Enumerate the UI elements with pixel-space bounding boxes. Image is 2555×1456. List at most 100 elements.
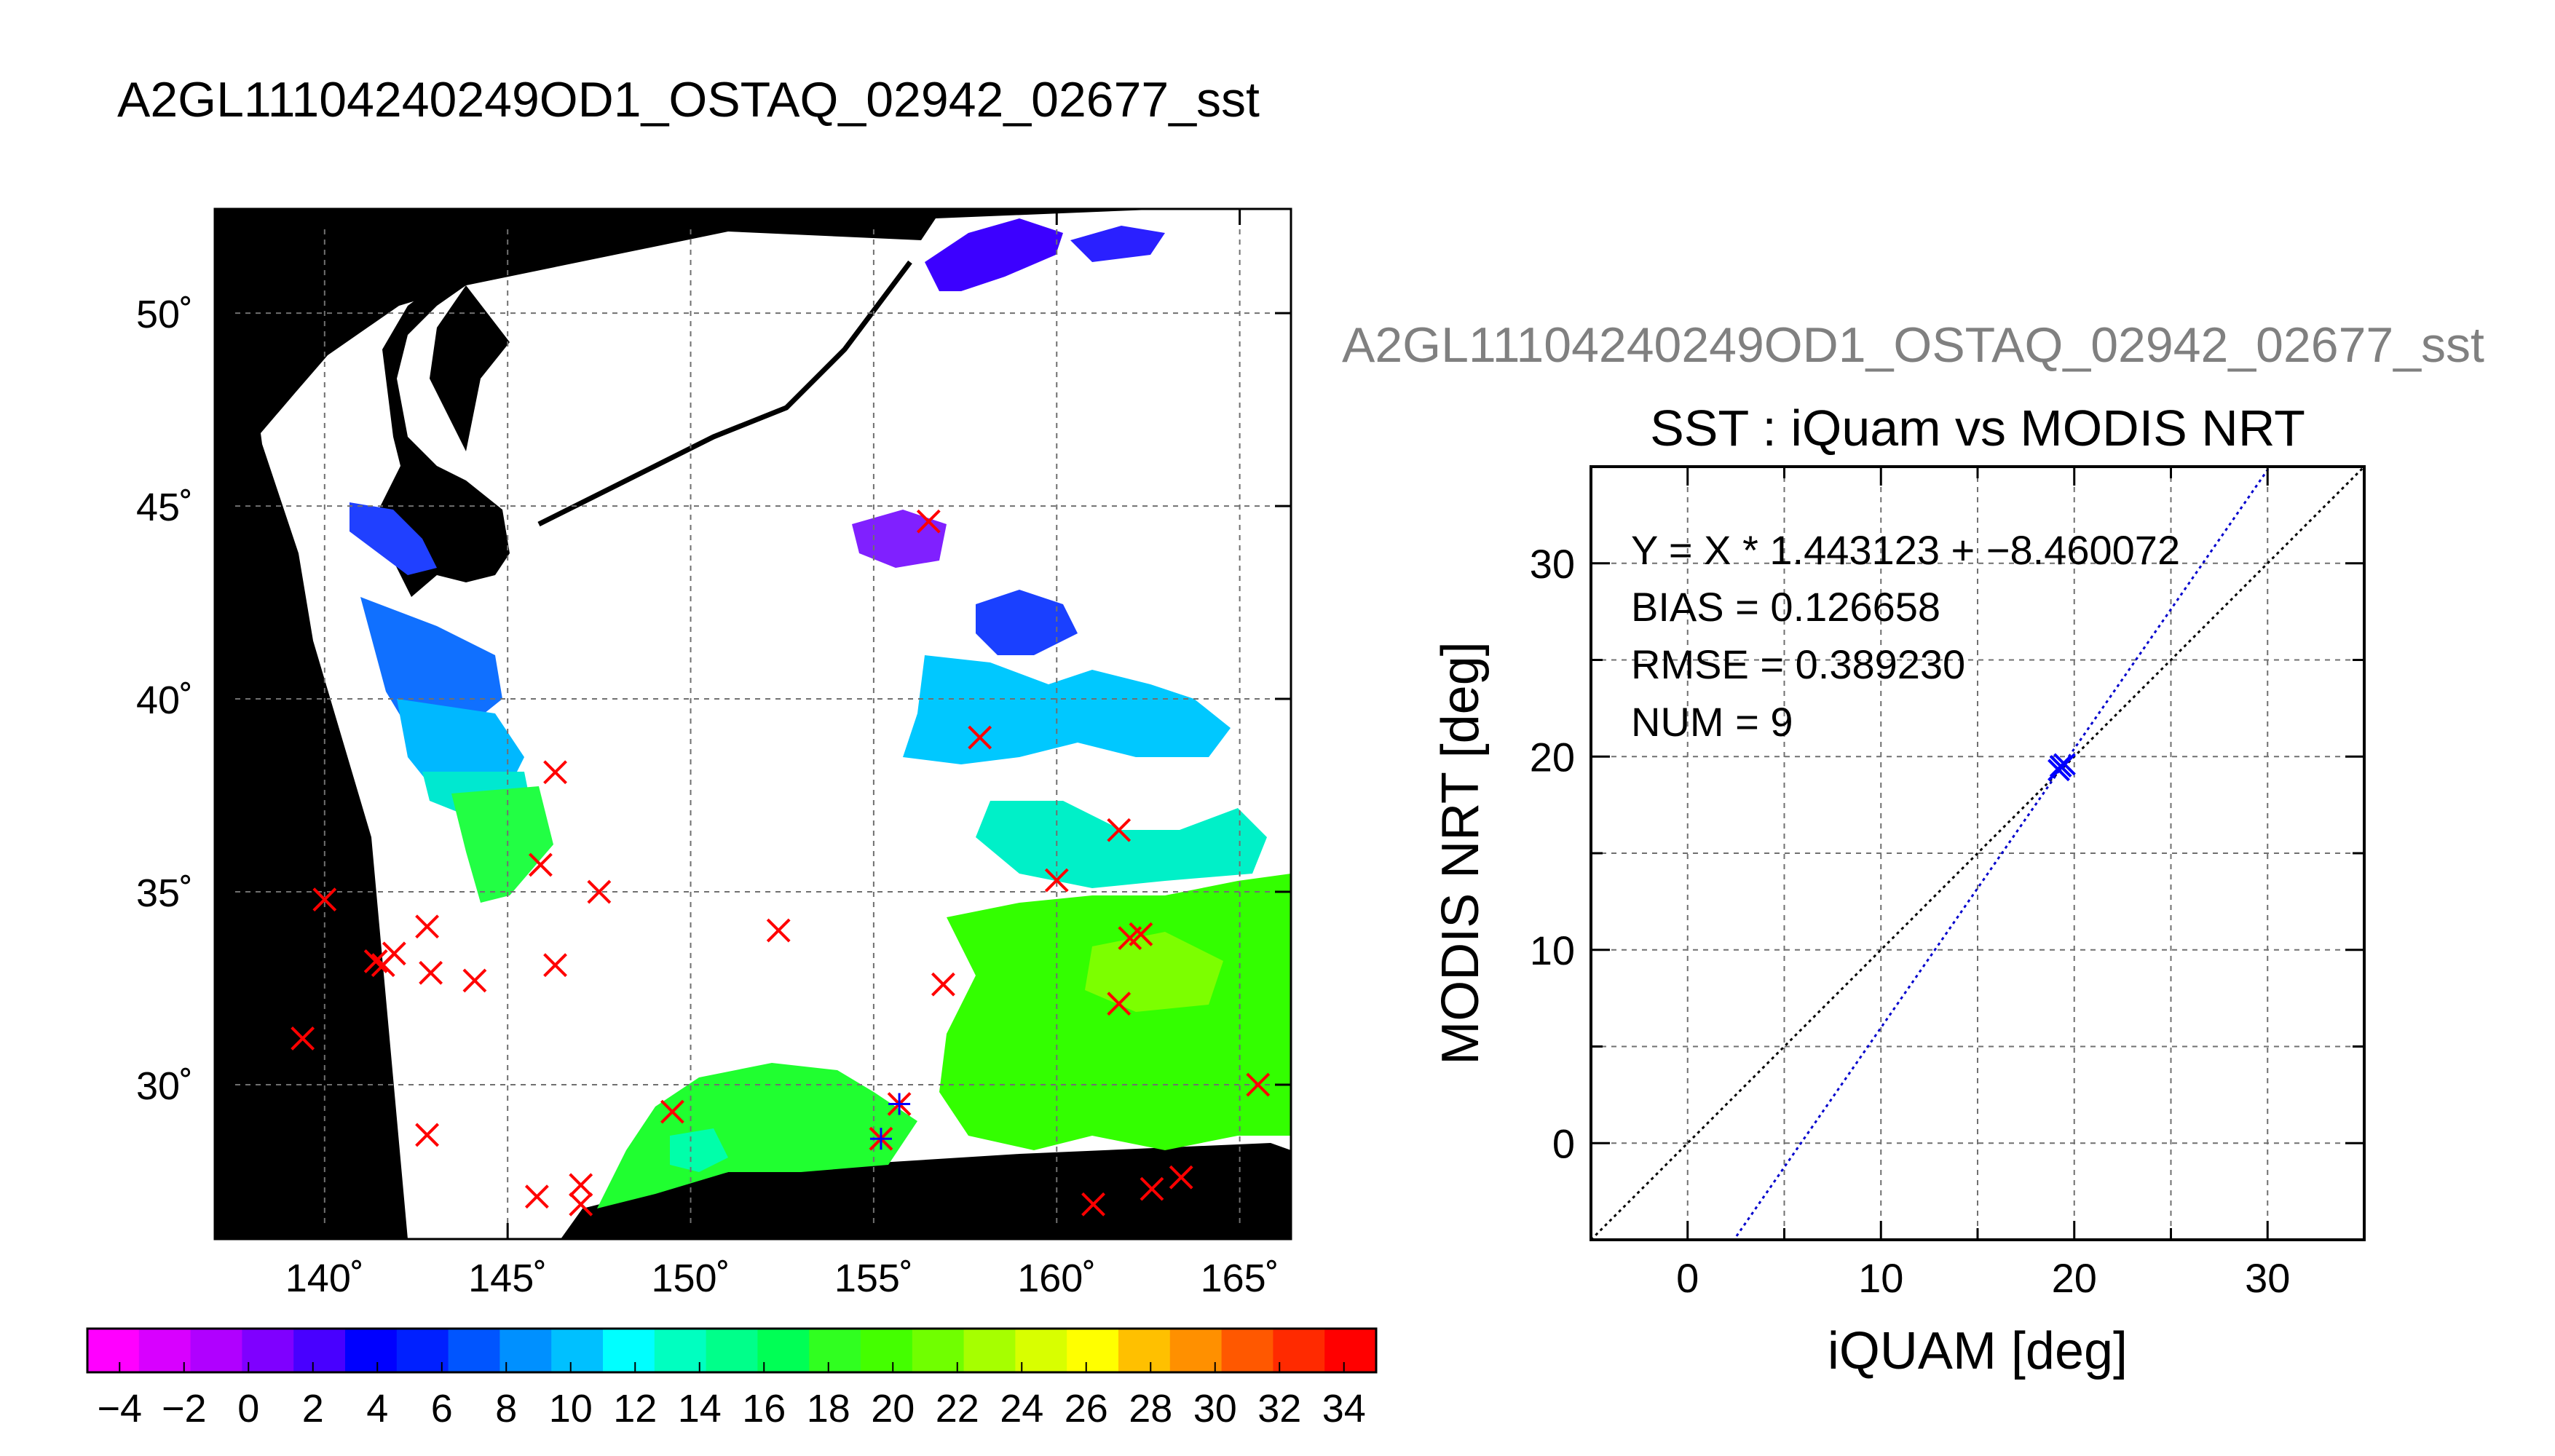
marker-stroke xyxy=(543,953,567,978)
colorbar-tick-label: 18 xyxy=(807,1387,850,1431)
colorbar-cell xyxy=(1067,1329,1119,1372)
matchup-x-marker xyxy=(382,941,406,966)
scatter-y-tick-label: 10 xyxy=(1530,927,1575,973)
matchup-x-marker xyxy=(569,1173,593,1198)
matchup-plus-marker xyxy=(869,1128,892,1150)
map-y-tick-label: 30˚ xyxy=(136,1064,193,1108)
scatter-title: SST : iQuam vs MODIS NRT xyxy=(1650,400,2305,456)
map-frame xyxy=(213,207,1292,1241)
colorbar-frame xyxy=(86,1327,1378,1374)
map-y-tick-label: 45˚ xyxy=(136,486,193,529)
map-x-tick-label: 160˚ xyxy=(1017,1257,1096,1300)
colorbar-cell xyxy=(448,1329,500,1372)
scatter-ticks: 0 10 20 30 0 10 20 30 xyxy=(1530,467,2364,1301)
colorbar-cell xyxy=(345,1329,398,1372)
scatter-point xyxy=(2053,753,2076,776)
colorbar-tick-label: −2 xyxy=(162,1387,207,1431)
matchup-x-marker xyxy=(1169,1165,1193,1190)
matchup-x-marker xyxy=(291,1026,315,1051)
sst-map-panel: 140˚ 145˚ 150˚ 155˚ 160˚ 165˚ 30˚ 35˚ 40˚ 45˚ 50˚ xyxy=(136,207,1292,1300)
colorbar-cell xyxy=(87,1329,140,1372)
matchup-x-marker xyxy=(543,760,567,785)
scatter-x-tick-label: 0 xyxy=(1676,1255,1699,1301)
matchup-x-marker xyxy=(312,887,337,912)
colorbar-cell xyxy=(861,1329,913,1372)
marker-stroke xyxy=(1081,1192,1105,1216)
marker-stroke xyxy=(1140,1176,1164,1201)
matchup-x-marker xyxy=(1044,868,1069,893)
colorbar-tick-label: 12 xyxy=(613,1387,657,1431)
marker-stroke xyxy=(1129,922,1153,946)
sst-patch-cyan-center xyxy=(903,655,1231,764)
marker-stroke xyxy=(415,1123,439,1147)
colorbar-tick-label: 30 xyxy=(1193,1387,1237,1431)
marker-stroke xyxy=(931,972,955,997)
sst-patch-teal-center xyxy=(976,801,1267,888)
marker-stroke xyxy=(1169,1165,1193,1190)
colorbar-cells xyxy=(87,1329,1377,1372)
sst-patch-blue-coast xyxy=(360,597,502,728)
sst-patch-cold-north xyxy=(925,218,1063,291)
scatter-x-tick-label: 10 xyxy=(1858,1255,1903,1301)
colorbar: −4 −2 0 2 4 6 8 10 12 14 16 18 20 22 24 26 28 30 32 34 xyxy=(86,1327,1378,1431)
scatter-annotations: Y = X * 1.443123 + −8.460072 BIAS = 0.12… xyxy=(1631,527,2180,745)
colorbar-tick-labels: −4 −2 0 2 4 6 8 10 12 14 16 18 20 22 24 26 28 30 32 34 xyxy=(97,1362,1366,1431)
map-tick-labels: 140˚ 145˚ 150˚ 155˚ 160˚ 165˚ 30˚ 35˚ 40˚ 45˚ 50˚ xyxy=(136,209,1291,1300)
point-stroke xyxy=(2053,753,2076,776)
map-y-tick-label: 35˚ xyxy=(136,871,193,915)
main-title: A2GL11104240249OD1_OSTAQ_02942_02677_sst xyxy=(117,72,1260,127)
annotation-num: NUM = 9 xyxy=(1631,699,1793,745)
sst-patch-blue-center xyxy=(976,590,1078,655)
colorbar-tick-label: 10 xyxy=(549,1387,593,1431)
map-markers xyxy=(291,509,1271,1216)
sst-patch-green-south-2 xyxy=(597,1063,917,1208)
scatter-grid xyxy=(1591,467,2364,1240)
matchup-x-marker xyxy=(363,949,388,973)
colorbar-cell xyxy=(396,1329,449,1372)
marker-stroke xyxy=(462,968,487,993)
colorbar-cell xyxy=(1221,1329,1273,1372)
colorbar-cell xyxy=(706,1329,758,1372)
colorbar-tick-label: 4 xyxy=(366,1387,388,1431)
colorbar-tick-label: 2 xyxy=(302,1387,324,1431)
scatter-y-tick-label: 30 xyxy=(1530,541,1575,587)
marker-stroke xyxy=(363,949,388,973)
scatter-panel: SST : iQuam vs MODIS NRT 0 10 20 300102030 … xyxy=(1431,400,2366,1380)
matchup-x-marker xyxy=(587,879,612,904)
colorbar-cell xyxy=(1169,1329,1223,1372)
scatter-x-tick-label: 30 xyxy=(2245,1255,2290,1301)
matchup-x-marker xyxy=(524,1184,549,1209)
colorbar-cell xyxy=(654,1329,707,1372)
marker-stroke xyxy=(415,914,439,939)
scatter-y-tick-label: 0 xyxy=(1552,1120,1575,1166)
scatter-lines xyxy=(1591,467,2364,1240)
marker-stroke xyxy=(1044,868,1069,893)
matchup-x-marker xyxy=(462,968,487,993)
sst-patch-green-south xyxy=(939,874,1291,1150)
one-to-one-line xyxy=(1591,467,2364,1240)
colorbar-cell xyxy=(809,1329,861,1372)
island-chain xyxy=(537,260,912,527)
colorbar-tick-label: 24 xyxy=(1000,1387,1043,1431)
marker-stroke xyxy=(1246,1072,1271,1097)
marker-stroke xyxy=(766,918,791,943)
map-x-tick-label: 165˚ xyxy=(1201,1257,1279,1300)
scatter-y-axis-label: MODIS NRT [deg] xyxy=(1431,641,1490,1065)
scatter-points xyxy=(2047,753,2076,782)
sst-patch-purple-center xyxy=(852,510,947,568)
matchup-x-marker xyxy=(415,1123,439,1147)
annotation-rmse: RMSE = 0.389230 xyxy=(1631,641,1965,687)
marker-stroke xyxy=(529,852,553,877)
map-grid xyxy=(215,209,1291,1239)
matchup-x-marker xyxy=(931,972,955,997)
marker-stroke xyxy=(916,509,941,534)
colorbar-cell xyxy=(1324,1329,1377,1372)
matchup-x-marker xyxy=(415,914,439,939)
matchup-x-marker xyxy=(660,1099,684,1124)
scatter-x-tick-label: 20 xyxy=(2052,1255,2097,1301)
matchup-x-marker xyxy=(543,953,567,978)
annotation-bias: BIAS = 0.126658 xyxy=(1631,584,1940,630)
matchup-x-marker xyxy=(419,960,443,985)
sst-patch-yellowgreen xyxy=(1085,932,1223,1012)
